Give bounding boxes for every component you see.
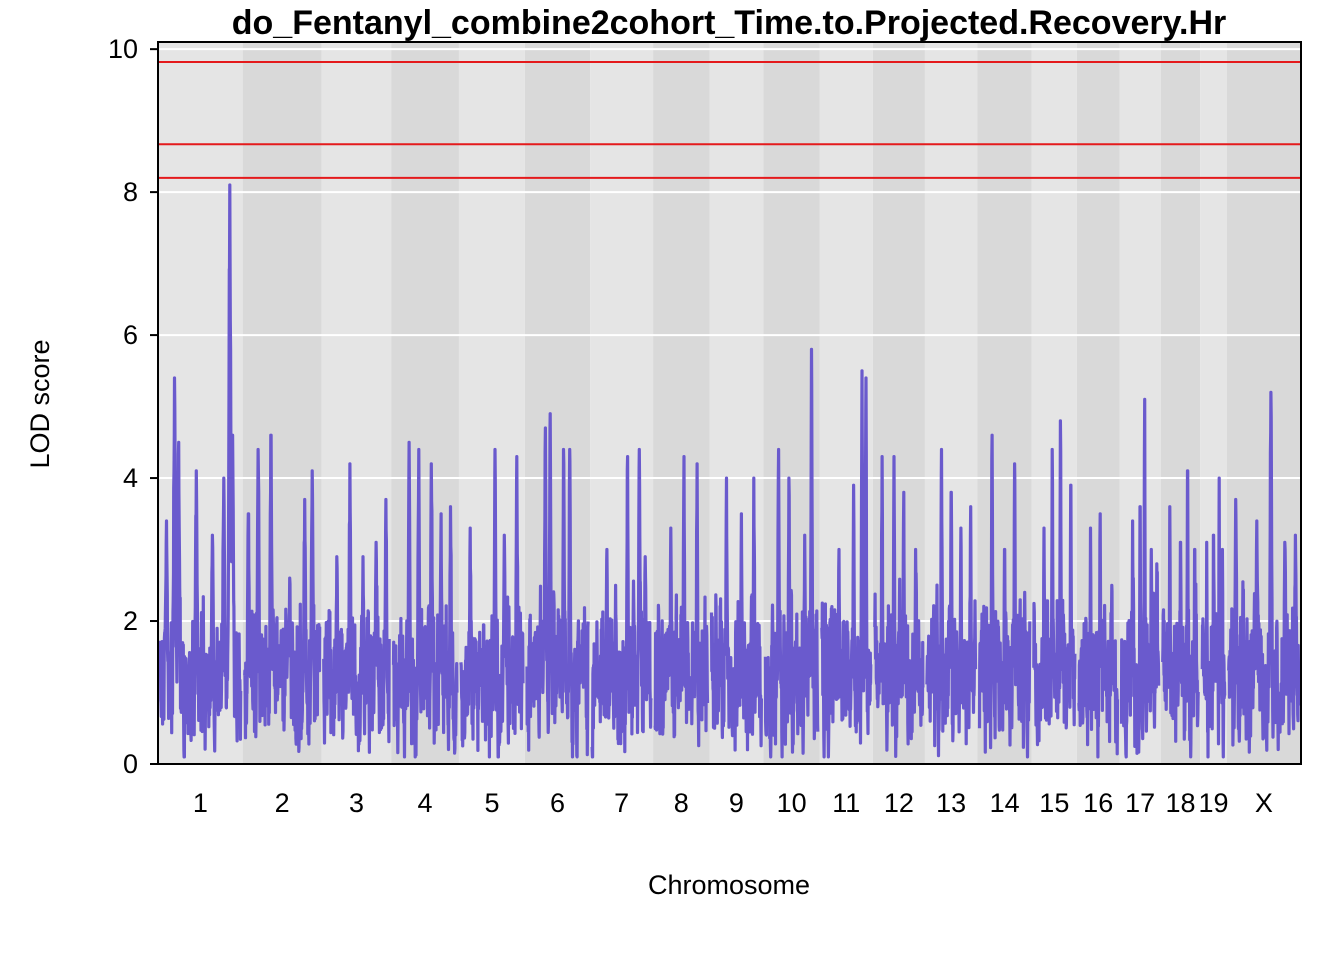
lod-curve-chr-19 xyxy=(1200,476,1227,759)
lod-curve-chr-10 xyxy=(763,347,820,759)
y-tick-label-8: 8 xyxy=(123,177,138,207)
lod-curve-chr-15 xyxy=(1032,419,1077,747)
x-tick-label-14: 14 xyxy=(990,788,1020,818)
x-tick-label-12: 12 xyxy=(884,788,914,818)
lod-curve-chr-3 xyxy=(322,462,391,754)
x-tick-label-13: 13 xyxy=(936,788,966,818)
lod-series xyxy=(158,183,1301,759)
x-tick-label-5: 5 xyxy=(484,788,499,818)
y-tick-label-4: 4 xyxy=(123,463,138,493)
x-axis-ticks: 1 2 3 4 5 6 7 8 9 10 11 12 13 14 15 16 17 18 19 X xyxy=(193,788,1273,818)
x-tick-label-2: 2 xyxy=(275,788,290,818)
threshold-lines xyxy=(158,61,1301,179)
lod-curve-chr-2 xyxy=(243,433,322,754)
x-tick-label-11: 11 xyxy=(832,788,860,818)
x-tick-label-6: 6 xyxy=(550,788,565,818)
lod-curve-chr-13 xyxy=(925,447,978,758)
x-tick-label-10: 10 xyxy=(777,788,807,818)
y-axis-ticks: 0 2 4 6 8 10 xyxy=(108,34,158,779)
lod-curve-chr-1 xyxy=(158,183,243,759)
y-tick-label-10: 10 xyxy=(108,34,138,64)
lod-curve-chr-18 xyxy=(1161,469,1200,759)
x-tick-label-1: 1 xyxy=(193,788,208,818)
lod-curve-chr-9 xyxy=(709,476,763,752)
y-tick-label-2: 2 xyxy=(123,606,138,636)
y-tick-label-6: 6 xyxy=(123,320,138,350)
lod-curve-chr-X xyxy=(1227,390,1301,754)
lod-curve-chr-7 xyxy=(590,447,653,759)
x-tick-label-16: 16 xyxy=(1083,788,1113,818)
x-tick-label-18: 18 xyxy=(1165,788,1195,818)
lod-curve-chr-16 xyxy=(1077,512,1120,759)
x-tick-label-3: 3 xyxy=(349,788,364,818)
plot-frame xyxy=(157,41,1302,765)
x-tick-label-15: 15 xyxy=(1039,788,1069,818)
chart-title: do_Fentanyl_combine2cohort_Time.to.Proje… xyxy=(232,4,1226,42)
lod-curve-chr-11 xyxy=(820,369,873,759)
lod-curve-chr-17 xyxy=(1119,397,1161,759)
x-tick-label-19: 19 xyxy=(1198,788,1228,818)
x-tick-label-9: 9 xyxy=(729,788,744,818)
lod-curve-chr-14 xyxy=(977,433,1032,759)
x-tick-label-17: 17 xyxy=(1125,788,1155,818)
x-axis-label: Chromosome xyxy=(648,870,810,900)
lod-curve-chr-5 xyxy=(459,447,525,759)
x-tick-label-X: X xyxy=(1255,788,1273,818)
x-tick-label-7: 7 xyxy=(614,788,629,818)
y-axis-label: LOD score xyxy=(25,339,55,468)
lod-curve-chr-8 xyxy=(653,455,710,748)
x-tick-label-8: 8 xyxy=(674,788,689,818)
x-tick-label-4: 4 xyxy=(418,788,433,818)
lod-curve-chr-12 xyxy=(873,455,925,759)
lod-curve-chr-4 xyxy=(391,440,459,759)
y-tick-label-0: 0 xyxy=(123,749,138,779)
lod-curve-chr-6 xyxy=(525,412,590,759)
